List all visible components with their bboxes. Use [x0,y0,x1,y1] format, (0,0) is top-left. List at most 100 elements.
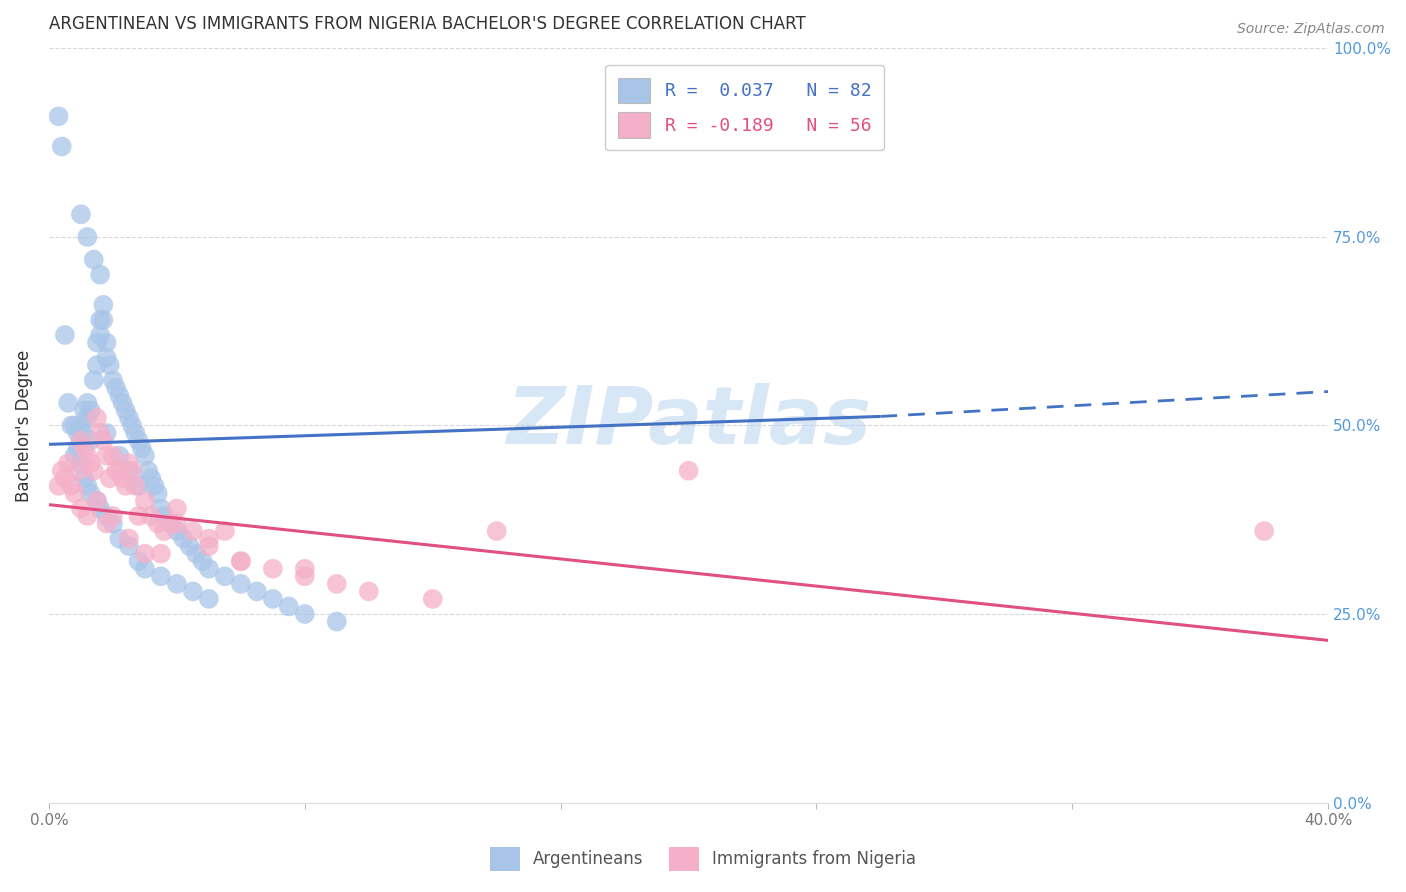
Legend: Argentineans, Immigrants from Nigeria: Argentineans, Immigrants from Nigeria [482,839,924,880]
Point [184,547,207,561]
Point [124,425,146,440]
Point [76,396,98,410]
Point [214,524,236,538]
Point [98,471,121,485]
Point [111,396,134,410]
Point [70,456,93,470]
Point [60,418,83,433]
Point [83,252,105,267]
Point [101,449,124,463]
Point [48,479,70,493]
Point [191,554,214,568]
Point [101,508,124,523]
Point [153,524,176,538]
Point [86,411,108,425]
Point [51,464,73,478]
Point [262,562,284,576]
Point [89,425,111,440]
Point [98,358,121,372]
Point [70,501,93,516]
Point [229,554,252,568]
Point [121,418,143,433]
Point [128,479,150,493]
Point [76,449,98,463]
Point [485,524,508,538]
Point [146,486,169,500]
Point [149,569,172,583]
Point [86,335,108,350]
Point [70,434,93,448]
Point [262,591,284,606]
Point [166,524,188,538]
Point [128,554,150,568]
Point [70,207,93,221]
Point [166,501,188,516]
Point [96,335,118,350]
Point [128,434,150,448]
Point [91,313,114,327]
Point [101,516,124,531]
Point [134,547,156,561]
Point [136,464,159,478]
Point [114,403,136,417]
Point [141,471,163,485]
Point [53,328,76,343]
Point [149,501,172,516]
Point [66,425,89,440]
Point [70,434,93,448]
Point [66,441,89,455]
Point [53,471,76,485]
Point [159,516,181,531]
Point [229,577,252,591]
Point [131,441,153,455]
Point [76,411,98,425]
Point [166,516,188,531]
Point [86,494,108,508]
Point [118,456,141,470]
Point [60,479,83,493]
Point [96,351,118,365]
Point [96,449,118,463]
Point [141,508,163,523]
Point [76,508,98,523]
Point [48,109,70,123]
Point [111,471,134,485]
Point [83,464,105,478]
Point [246,584,269,599]
Point [153,508,176,523]
Point [79,456,101,470]
Point [70,418,93,433]
Point [198,591,221,606]
Point [105,381,128,395]
Point [118,532,141,546]
Point [118,539,141,553]
Point [79,434,101,448]
Point [181,524,204,538]
Point [89,313,111,327]
Point [214,569,236,583]
Point [63,418,86,433]
Point [86,494,108,508]
Point [91,434,114,448]
Point [1253,524,1275,538]
Point [56,396,79,410]
Point [96,516,118,531]
Point [134,449,156,463]
Point [422,591,444,606]
Point [114,479,136,493]
Point [108,464,131,478]
Point [166,577,188,591]
Text: Source: ZipAtlas.com: Source: ZipAtlas.com [1237,22,1385,37]
Point [108,388,131,402]
Point [63,449,86,463]
Point [89,501,111,516]
Point [76,230,98,244]
Point [146,516,169,531]
Point [134,562,156,576]
Point [105,464,128,478]
Point [76,479,98,493]
Point [121,464,143,478]
Point [294,562,316,576]
Point [678,464,700,478]
Point [181,584,204,599]
